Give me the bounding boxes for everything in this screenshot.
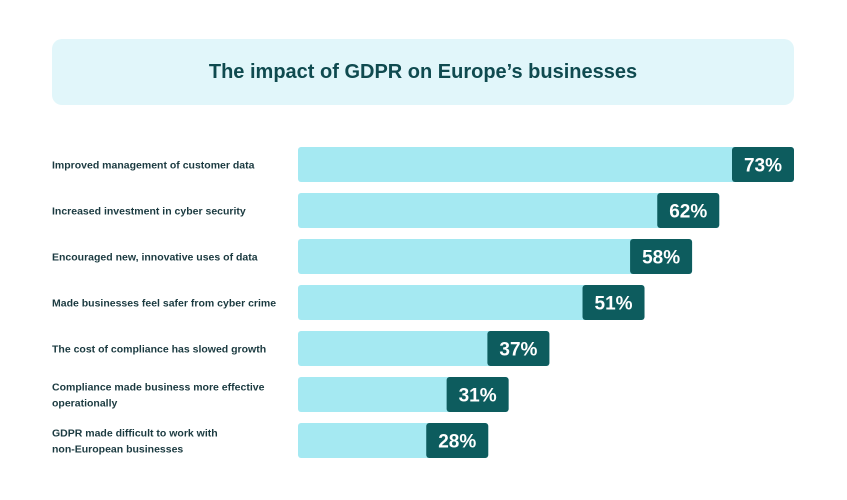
category-label-line: Increased investment in cyber security [52,206,246,218]
category-label-line: Made businesses feel safer from cyber cr… [52,298,276,310]
bar [298,285,645,320]
value-label: 31% [459,386,497,407]
category-label-line: Encouraged new, innovative uses of data [52,252,258,264]
value-badge [732,147,794,182]
bar-row: 58% Encouraged new, innovative uses of da… [52,239,693,274]
value-label: 28% [438,432,476,453]
bar-row: 62% Increased investment in cyber securit… [52,193,720,228]
value-badge [657,193,720,228]
chart-title: The impact of GDPR on Europe’s businesse… [208,60,638,83]
category-label: Improved management of customer data [52,160,255,172]
category-label-line: Improved management of customer data [52,160,255,172]
value-badge [487,331,550,366]
bar [298,239,693,274]
category-label-line: operationally [52,398,118,410]
category-label: The cost of compliance has slowed growth [52,344,266,356]
category-label-line: Compliance made business more effective [52,382,265,394]
value-badge [426,423,489,458]
value-badge [630,239,693,274]
category-label: Made businesses feel safer from cyber cr… [52,298,276,310]
bar-row: 37% The cost of compliance has slowed gro… [52,331,550,366]
category-label: Compliance made business more effective o… [52,382,265,410]
chart-title-panel: The impact of GDPR on Europe’s businesse… [52,39,794,105]
category-label-line: GDPR made difficult to work with [52,428,218,440]
bar-row: 28% GDPR made difficult to work with non-E… [52,423,489,458]
category-label-line: non-European businesses [52,444,183,456]
value-label: 37% [499,340,537,361]
value-label: 58% [642,248,680,269]
bar-row: 73% Improved management of customer data [52,147,794,182]
category-label-line: The cost of compliance has slowed growth [52,344,266,356]
bar-row: 51% Made businesses feel safer from cyber… [52,285,645,320]
value-label: 73% [744,156,782,177]
category-label: GDPR made difficult to work with non-Euro… [52,428,218,456]
bar [298,331,550,366]
bar [298,193,720,228]
bar [298,147,794,182]
category-label: Increased investment in cyber security [52,206,246,218]
value-badge [582,285,645,320]
value-label: 51% [595,294,633,315]
category-label: Encouraged new, innovative uses of data [52,252,258,264]
value-badge [446,377,509,412]
bar-row: 31% Compliance made business more effecti… [52,377,509,412]
value-label: 62% [669,202,707,223]
